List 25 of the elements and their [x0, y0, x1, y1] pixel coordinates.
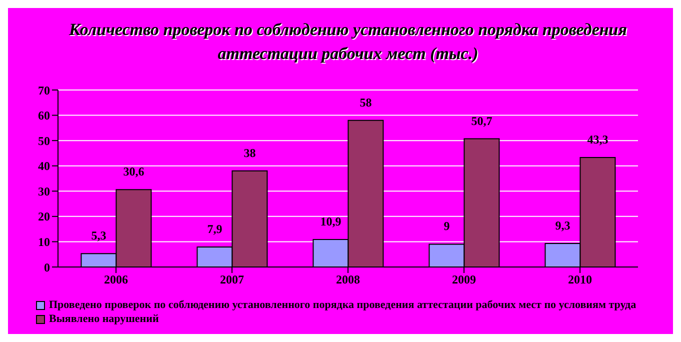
data-label: 5,3	[91, 228, 106, 243]
data-label: 38	[244, 146, 256, 160]
y-tick-label: 30	[38, 184, 50, 198]
data-label: 9,3	[555, 218, 570, 232]
x-tick-label: 2008	[336, 272, 360, 287]
data-label: 50,7	[471, 114, 492, 128]
y-tick-label: 60	[38, 108, 50, 123]
x-tick-label: 2009	[452, 272, 476, 287]
data-label: 7,9	[207, 222, 222, 236]
legend-label: Выявлено нарушений	[49, 312, 159, 326]
data-label: 58	[360, 95, 372, 110]
y-tick-label: 10	[38, 234, 50, 249]
data-label: 10,9	[320, 214, 342, 228]
x-tick-label: 2010	[568, 272, 592, 287]
y-tick-label: 20	[38, 210, 50, 224]
y-tick-label: 50	[38, 134, 50, 148]
x-tick-label: 2007	[220, 272, 244, 287]
chart-title: Количество проверок по соблюдению установленного порядка проведения аттестации рабочих мест (тыс.)	[68, 19, 628, 65]
legend-label: Проведено проверок по соблюдению установленного порядка проведения аттестации рабочих мест по условиям труда	[49, 298, 636, 312]
y-tick-label: 70	[38, 83, 50, 98]
x-tick-label: 2006	[104, 272, 128, 287]
data-label: 9	[444, 219, 450, 234]
y-tick-label: 0	[44, 260, 50, 274]
data-label: 30,6	[123, 164, 144, 179]
y-tick-label: 40	[38, 159, 50, 174]
